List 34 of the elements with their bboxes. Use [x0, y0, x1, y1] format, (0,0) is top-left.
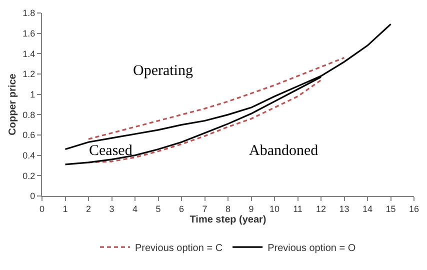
x-tick-label: 12: [316, 204, 326, 214]
x-tick-label: 10: [269, 204, 280, 214]
x-tick-label: 3: [109, 204, 114, 214]
annotation: Operating: [133, 63, 194, 79]
y-tick-label: 0.2: [22, 170, 36, 181]
x-tick-label: 7: [202, 204, 208, 214]
legend-label: Previous option = O: [268, 243, 356, 254]
y-axis-title: Copper price: [8, 73, 19, 136]
y-tick-label: 1.4: [22, 48, 36, 59]
x-tick-label: 6: [178, 204, 184, 214]
x-tick-label: 2: [86, 204, 92, 214]
legend-label: Previous option = C: [135, 243, 223, 254]
y-tick-label: 0.8: [22, 110, 36, 120]
y-tick-label: 1: [30, 89, 36, 100]
y-tick-label: 1.2: [22, 69, 36, 80]
x-tick-label: 4: [132, 204, 138, 214]
x-tick-label: 5: [156, 204, 161, 214]
y-tick-label: 0: [30, 191, 36, 202]
y-tick-label: 0.4: [22, 150, 36, 160]
x-tick-label: 14: [362, 204, 373, 214]
x-tick-label: 11: [293, 204, 302, 214]
x-tick-label: 9: [248, 204, 254, 214]
y-tick-label: 1.8: [22, 8, 36, 18]
annotation: Ceased: [89, 143, 133, 159]
y-tick-label: 1.6: [22, 28, 36, 38]
x-tick-label: 1: [62, 204, 68, 214]
annotation: Abandoned: [249, 143, 319, 159]
x-tick-label: 16: [408, 204, 420, 214]
x-tick-label: 13: [339, 204, 350, 214]
y-tick-label: 0.6: [22, 130, 36, 140]
x-tick-label: 0: [39, 204, 45, 214]
x-tick-label: 15: [386, 204, 396, 214]
x-tick-label: 8: [225, 204, 231, 214]
x-axis-title: Time step (year): [190, 214, 266, 226]
